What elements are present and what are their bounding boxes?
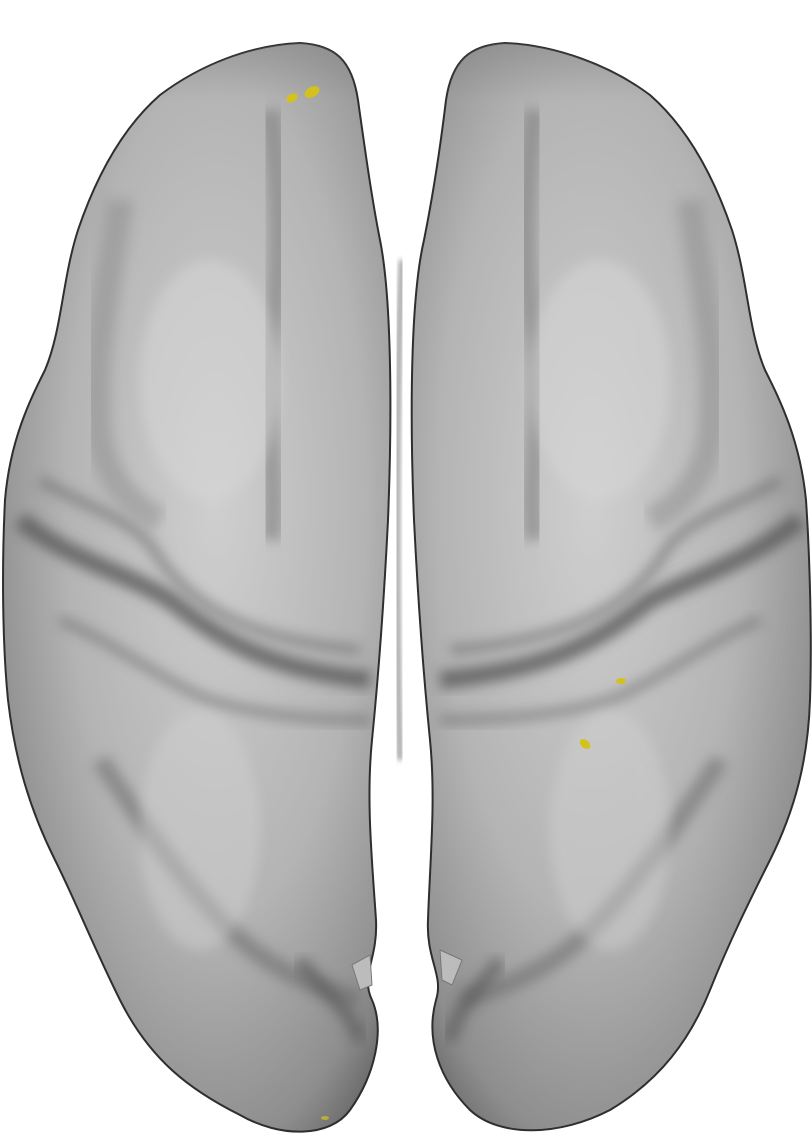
occipital-fold-left: [294, 955, 367, 1043]
left-medial-patch: [351, 954, 373, 991]
left-hemisphere: [2, 41, 392, 1133]
activation-cluster: [321, 1116, 329, 1120]
activation-cluster: [579, 739, 591, 749]
interhemispheric-fissure: [395, 259, 404, 761]
activation-cluster: [616, 678, 626, 684]
occipital-fold-right: [443, 956, 506, 1042]
postcentral-sulcus-left: [58, 615, 371, 725]
precentral-sulcus-right: [449, 475, 783, 655]
activation-overlay: [286, 86, 626, 1120]
postcentral-sulcus-right: [439, 615, 762, 725]
activation-cluster: [304, 86, 320, 98]
activation-cluster: [286, 93, 298, 103]
central-sulcus-left: [14, 512, 371, 689]
right-medial-patch: [439, 949, 463, 986]
superior-frontal-sulcus-right: [514, 108, 549, 542]
inferior-frontal-sulcus-right: [644, 198, 726, 532]
precentral-sulcus-left: [37, 475, 361, 655]
central-sulcus-right: [439, 512, 806, 689]
inferior-frontal-sulcus-left: [84, 198, 166, 532]
